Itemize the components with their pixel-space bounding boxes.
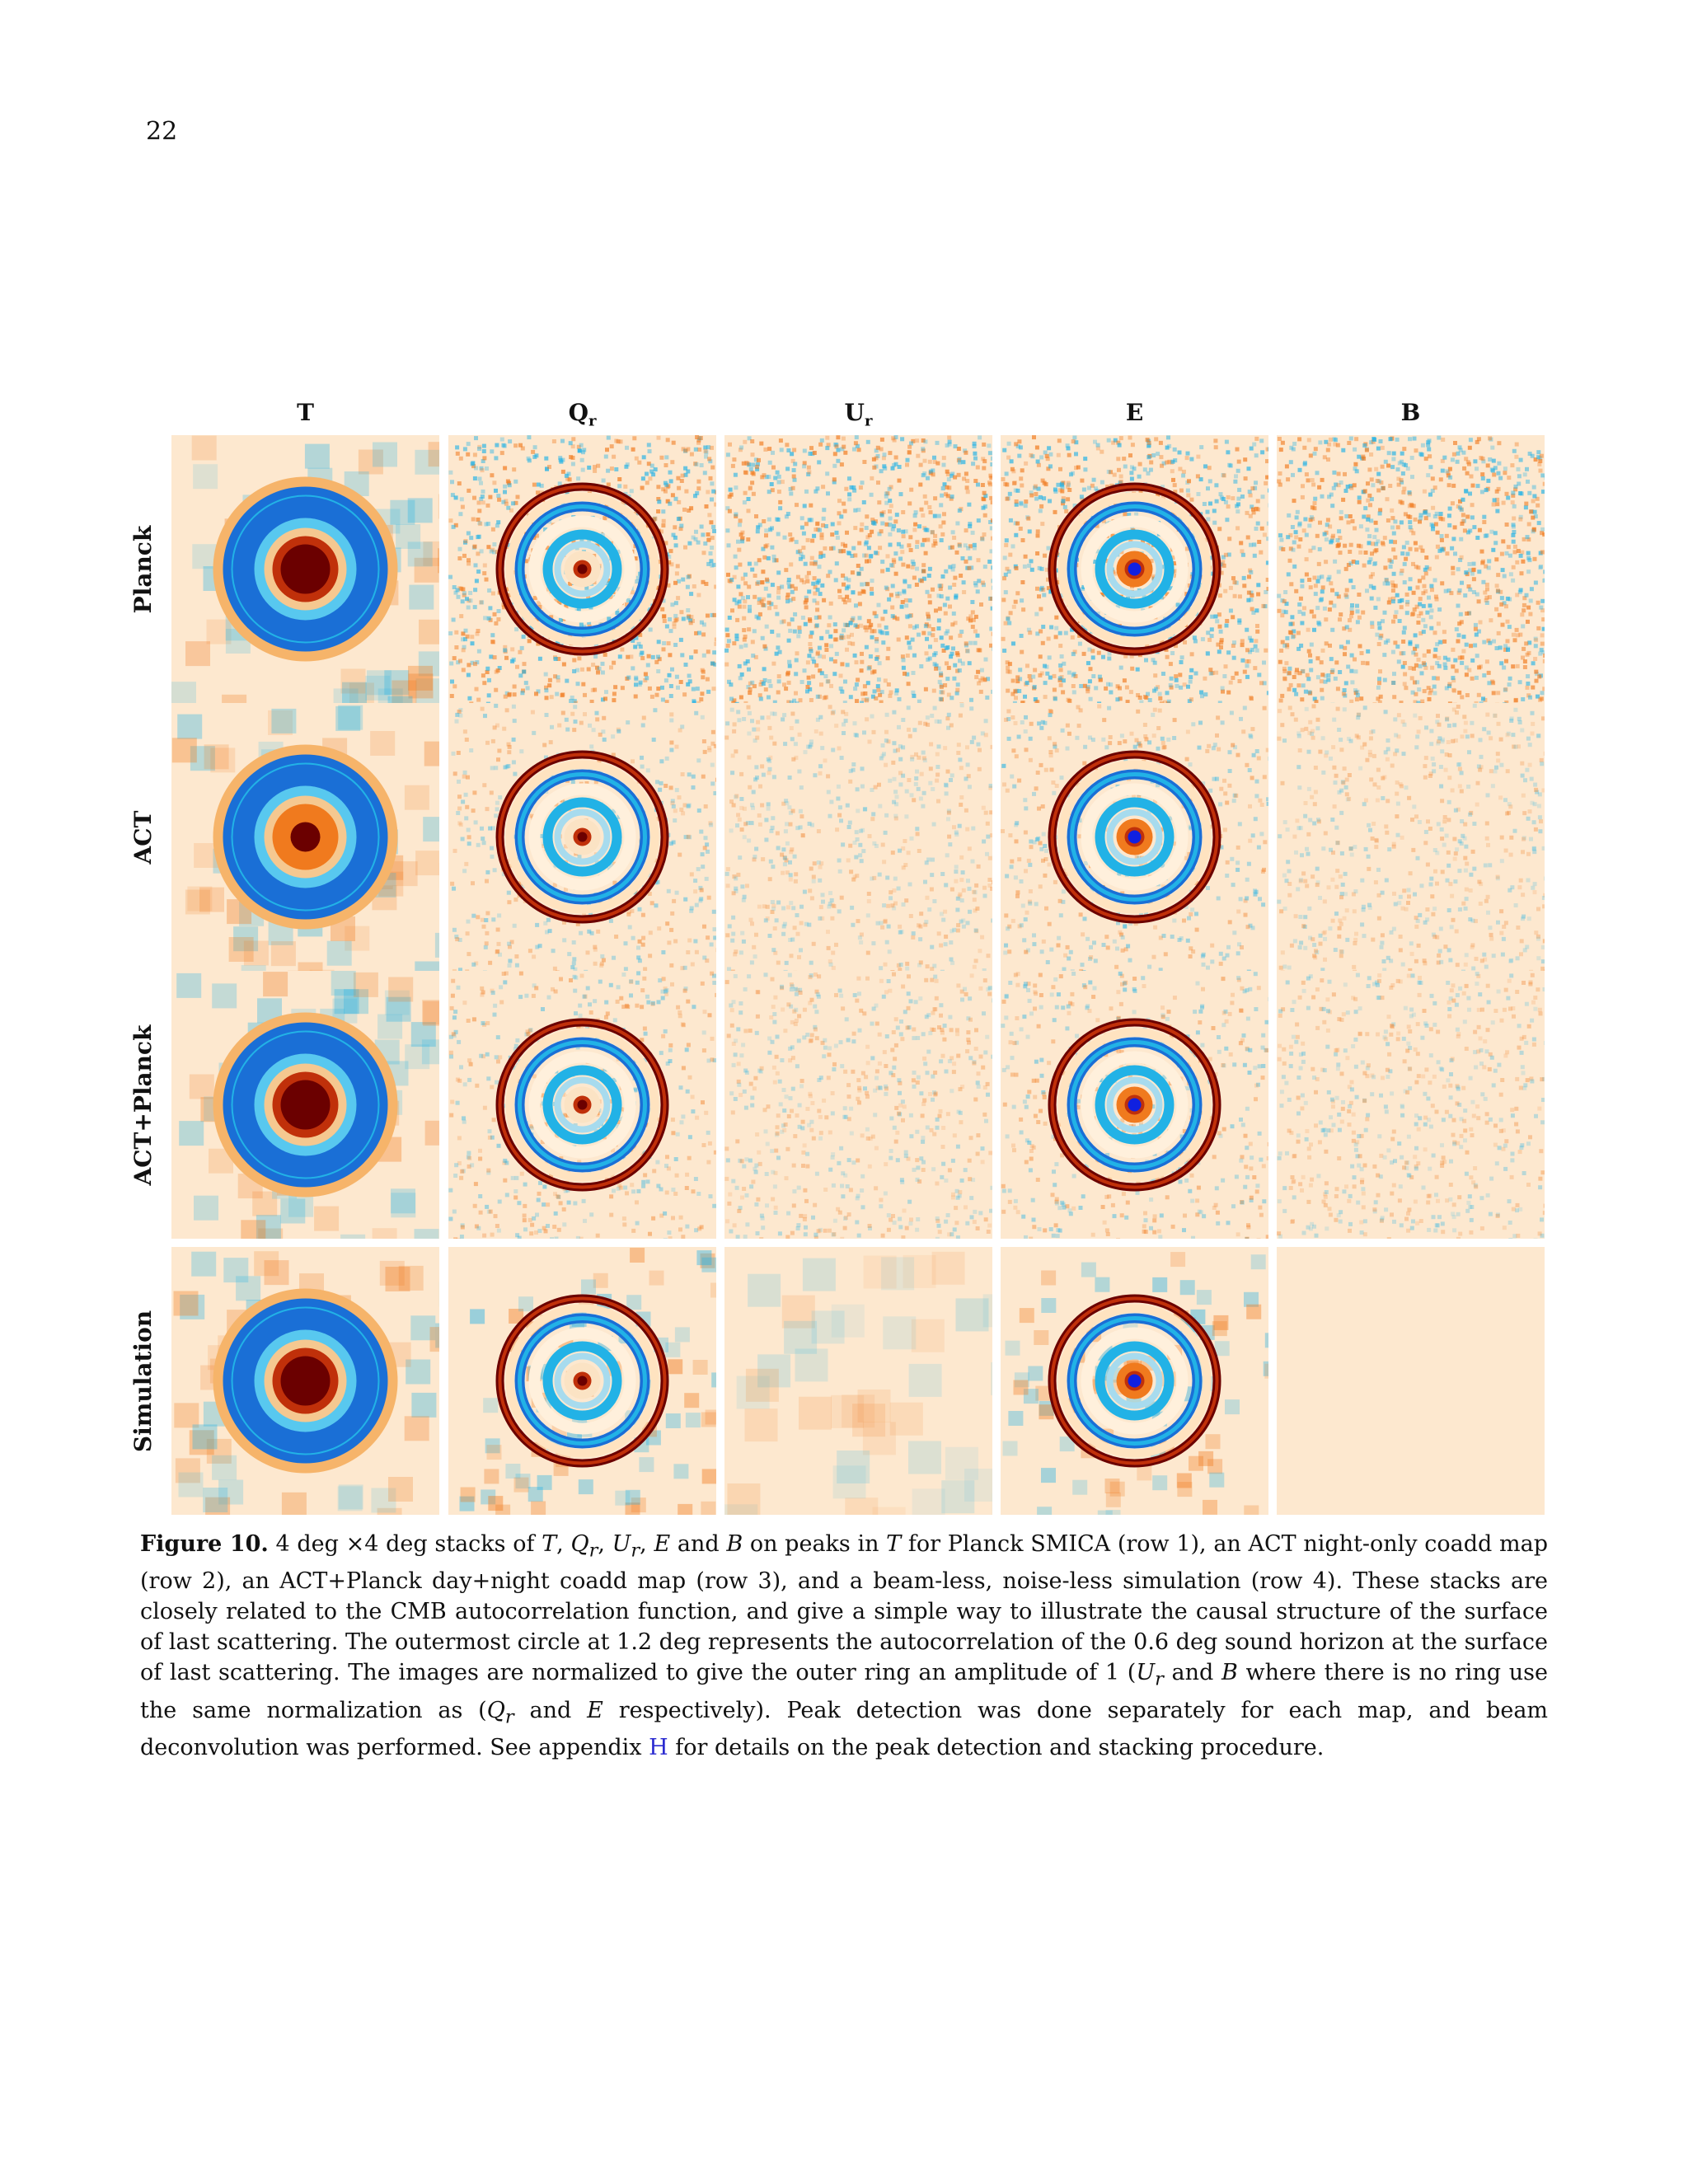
caption-math-qr: Qr (570, 1531, 598, 1562)
row-label-planck-wrap: Planck (122, 435, 163, 703)
caption-math-b: B (726, 1531, 743, 1557)
caption-sep-2: , (598, 1531, 612, 1557)
panel-act-ur (724, 703, 992, 971)
column-header-qr: Qr (568, 399, 597, 430)
row-label-act: ACT (129, 810, 157, 864)
stack-map-act-qr (448, 703, 716, 971)
caption-math-e-2: E (587, 1697, 603, 1723)
row-label-act-planck: ACT+Planck (129, 1024, 157, 1185)
stack-map-act-planck-e (1001, 971, 1268, 1239)
caption-math-t: T (542, 1531, 557, 1557)
caption-text-6: for details on the peak detection and st… (668, 1735, 1325, 1761)
caption-text-1: 4 deg ×4 deg stacks of (268, 1531, 542, 1557)
panel-act-planck-qr (448, 971, 716, 1239)
panel-simulation-e (1001, 1247, 1268, 1515)
panel-act-planck-e (1001, 971, 1268, 1239)
row-label-simulation: Simulation (129, 1310, 157, 1452)
stack-map-act-e (1001, 703, 1268, 971)
caption-text-4: where there is no ring use the same norm… (140, 1660, 1549, 1723)
caption-math-ur: Ur (612, 1531, 640, 1562)
row-label-planck: Planck (129, 525, 157, 613)
panel-simulation-b (1277, 1247, 1545, 1515)
stack-map-planck-b (1277, 435, 1545, 703)
panel-simulation-qr (448, 1247, 716, 1515)
panel-planck-e (1001, 435, 1268, 703)
stack-map-planck-ur (724, 435, 992, 703)
panel-act-t (171, 703, 439, 971)
column-header-e: E (1125, 399, 1144, 426)
stack-map-planck-e (1001, 435, 1268, 703)
caption-label: Figure 10. (140, 1531, 269, 1557)
stack-map-act-b (1277, 703, 1545, 971)
caption-math-qr-2: Qr (486, 1697, 514, 1728)
page-number: 22 (146, 117, 178, 146)
panel-planck-qr (448, 435, 716, 703)
stack-map-planck-qr (448, 435, 716, 703)
stack-map-act-planck-t (171, 971, 439, 1239)
caption-and-1: and (670, 1531, 727, 1557)
panel-simulation-ur (724, 1247, 992, 1515)
caption-and-2: and (1163, 1660, 1221, 1686)
row-label-simulation-wrap: Simulation (122, 1247, 163, 1515)
column-header-ur: Ur (844, 399, 873, 430)
appendix-link[interactable]: H (649, 1735, 668, 1761)
caption-sep-1: , (556, 1531, 571, 1557)
stack-map-act-t (171, 703, 439, 971)
caption-math-b-2: B (1221, 1660, 1238, 1686)
stack-map-simulation-b (1277, 1247, 1545, 1515)
row-label-act-planck-wrap: ACT+Planck (122, 971, 163, 1239)
panel-act-e (1001, 703, 1268, 971)
panel-act-planck-t (171, 971, 439, 1239)
caption-math-t-2: T (886, 1531, 902, 1557)
stack-map-simulation-qr (448, 1247, 716, 1515)
stack-map-planck-t (171, 435, 439, 703)
stack-map-simulation-e (1001, 1247, 1268, 1515)
stack-map-act-planck-ur (724, 971, 992, 1239)
panel-act-planck-b (1277, 971, 1545, 1239)
panel-planck-b (1277, 435, 1545, 703)
stack-map-act-ur (724, 703, 992, 971)
panel-act-qr (448, 703, 716, 971)
stack-map-simulation-t (171, 1247, 439, 1515)
panel-planck-ur (724, 435, 992, 703)
column-header-t: T (297, 399, 314, 426)
caption-sep-3: , (640, 1531, 654, 1557)
stack-map-simulation-ur (724, 1247, 992, 1515)
figure-10: T Qr Ur E B Planck ACT ACT+Planck Simula… (129, 399, 1551, 1515)
caption-and-3: and (513, 1697, 588, 1723)
panel-act-planck-ur (724, 971, 992, 1239)
caption-text-2: on peaks in (743, 1531, 887, 1557)
figure-caption: Figure 10. 4 deg ×4 deg stacks of T, Qr,… (140, 1529, 1548, 1763)
panel-planck-t (171, 435, 439, 703)
caption-text-5: respectively). Peak detection was done s… (140, 1697, 1549, 1761)
stack-map-act-planck-b (1277, 971, 1545, 1239)
caption-math-e: E (654, 1531, 671, 1557)
caption-text-3: for Planck SMICA (row 1), an ACT night-o… (140, 1531, 1548, 1686)
panel-simulation-t (171, 1247, 439, 1515)
row-label-act-wrap: ACT (122, 703, 163, 971)
stack-map-act-planck-qr (448, 971, 716, 1239)
column-header-b: B (1400, 399, 1421, 426)
caption-math-ur-2: Ur (1136, 1660, 1164, 1690)
panel-act-b (1277, 703, 1545, 971)
